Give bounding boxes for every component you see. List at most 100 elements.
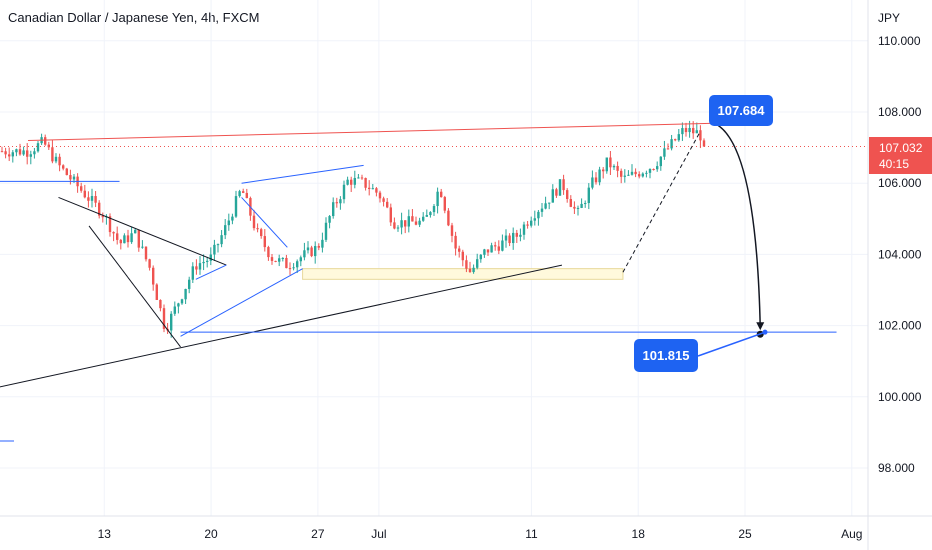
candle-bear <box>270 253 274 265</box>
candle-body <box>573 206 576 209</box>
arrow-head <box>756 322 765 331</box>
candle-bull <box>357 173 360 179</box>
candle-bear <box>62 164 65 171</box>
candle-bear <box>87 191 90 208</box>
candle-body <box>335 202 338 204</box>
time-tick-label: 20 <box>204 527 218 541</box>
candle-body <box>425 215 428 217</box>
candle-body <box>522 224 526 235</box>
candle-body <box>576 207 580 209</box>
candle-body <box>267 247 270 258</box>
trendline <box>180 268 303 337</box>
candle-body <box>170 313 173 331</box>
candle-body <box>360 177 364 179</box>
candle-bear <box>378 190 382 203</box>
candle-body <box>472 267 475 273</box>
candle-bear <box>382 196 385 207</box>
candle-bear <box>126 229 130 248</box>
candle-body <box>620 170 623 177</box>
candle-body <box>386 201 389 208</box>
candle-body <box>670 139 673 149</box>
candle-body <box>663 148 666 157</box>
time-tick-label: 13 <box>98 527 112 541</box>
candle-body <box>98 202 101 216</box>
candle-body <box>245 192 248 199</box>
candle-bull <box>432 204 436 216</box>
price-axis[interactable]: JPY 98.000 100.000 102.000 104.000 106.000 10… <box>878 11 922 475</box>
candle-bear <box>144 246 148 262</box>
last-price-countdown: 40:15 <box>879 157 909 171</box>
candle-body <box>69 175 72 180</box>
candle-body <box>404 220 407 227</box>
candle-bear <box>310 245 313 258</box>
candle-bear <box>65 167 68 176</box>
trendline <box>241 197 288 248</box>
candle-body <box>281 257 284 259</box>
high-callout[interactable]: 107.684 <box>709 95 773 126</box>
candle-bear <box>386 197 389 209</box>
candle-bull <box>90 188 94 208</box>
time-axis[interactable]: 13 20 27 Jul 11 18 25 Aug <box>98 527 863 541</box>
candle-bull <box>134 228 137 234</box>
candle-body <box>638 174 641 177</box>
candle-body <box>674 139 677 141</box>
candle-body <box>83 190 86 198</box>
candle-bear <box>242 188 245 194</box>
candle-bull <box>238 189 241 198</box>
candle-bull <box>400 212 403 235</box>
candle-bull <box>216 243 220 253</box>
candle-body <box>51 147 54 162</box>
candle-body <box>112 232 115 234</box>
candle-bear <box>94 191 97 208</box>
candle-bear <box>368 180 371 196</box>
candle-body <box>504 235 508 241</box>
candle-bull <box>15 148 18 157</box>
time-tick-label: 27 <box>311 527 325 541</box>
candle-bear <box>116 226 119 245</box>
candle-bull <box>213 239 216 262</box>
candle-bear <box>414 216 418 226</box>
candle-bull <box>278 254 281 267</box>
candle-body <box>22 150 25 155</box>
candle-bull <box>321 232 324 253</box>
candle-body <box>602 169 605 172</box>
candle-body <box>206 260 209 262</box>
candle-bull <box>303 242 306 261</box>
candle-body <box>501 240 504 251</box>
candle-bear <box>702 138 706 147</box>
candle-body <box>371 188 374 190</box>
candle-bull <box>33 148 36 159</box>
candle-body <box>378 192 382 199</box>
candle-body <box>47 144 50 148</box>
candle-body <box>609 157 612 168</box>
drawings <box>0 120 868 442</box>
candle-bull <box>422 212 425 222</box>
candle-bear <box>440 188 443 198</box>
candle-bull <box>296 259 299 274</box>
candle-body <box>224 225 227 236</box>
candle-body <box>216 244 220 246</box>
candle-bull <box>353 170 356 189</box>
price-tick-label: 100.000 <box>878 390 922 404</box>
candle-body <box>436 191 439 207</box>
candle-body <box>152 267 155 285</box>
candle-bear <box>508 233 511 247</box>
candle-body <box>130 233 133 243</box>
candle-bull <box>558 179 562 196</box>
candle-bear <box>566 188 569 203</box>
candle-body <box>119 239 122 244</box>
candle-bear <box>159 299 162 312</box>
candle-bear <box>443 195 446 214</box>
candle-bear <box>80 182 83 193</box>
candle-body <box>36 143 40 152</box>
target-callout[interactable]: 101.815 <box>634 339 698 372</box>
candle-bear <box>468 261 472 273</box>
candle-bear <box>684 122 688 137</box>
candle-bull <box>576 205 580 216</box>
candle-body <box>101 215 104 218</box>
candle-body <box>292 267 295 269</box>
candle-bull <box>224 219 227 240</box>
candle-body <box>454 235 457 249</box>
price-tick-label: 102.000 <box>878 319 922 333</box>
